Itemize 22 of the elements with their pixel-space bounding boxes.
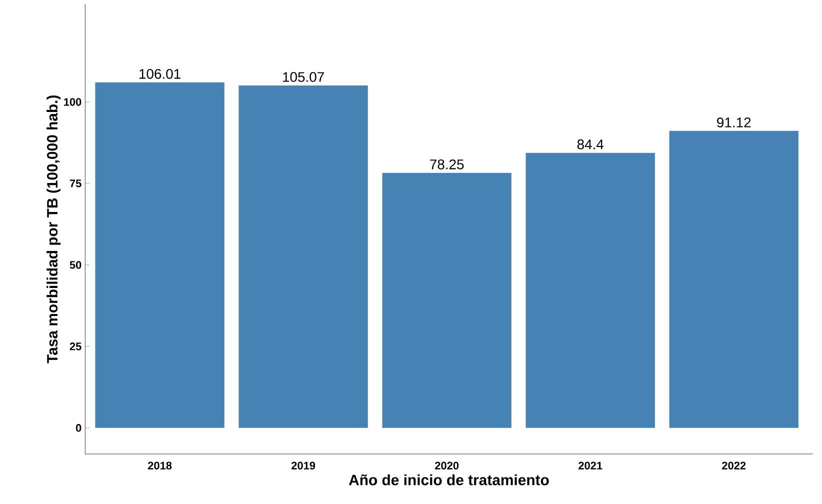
bar — [95, 82, 224, 428]
data-label: 78.25 — [430, 159, 464, 170]
x-tick-label: 2019 — [292, 462, 316, 470]
x-tick-label: 2022 — [722, 462, 746, 470]
bar — [526, 152, 655, 428]
data-label: 106.01 — [140, 68, 180, 79]
y-tick-label: 75 — [70, 180, 82, 188]
bar — [669, 130, 798, 428]
y-axis-title: Tasa morbilidad por TB (100,000 hab.) — [46, 95, 61, 364]
y-tick-label: 50 — [70, 261, 82, 269]
bar — [238, 85, 368, 428]
x-tick-label: 2021 — [578, 462, 602, 470]
y-tick-label: 100 — [64, 98, 82, 106]
x-axis-title: Año de inicio de tratamiento — [348, 474, 549, 486]
data-label: 105.07 — [283, 72, 324, 82]
data-label: 91.12 — [717, 117, 751, 128]
x-tick-label: 2018 — [148, 462, 172, 470]
data-label: 84.4 — [577, 139, 604, 150]
bar — [382, 172, 512, 428]
x-tick-label: 2020 — [435, 462, 459, 470]
y-tick-label: 25 — [70, 342, 82, 350]
y-tick-label: 0 — [76, 424, 82, 432]
